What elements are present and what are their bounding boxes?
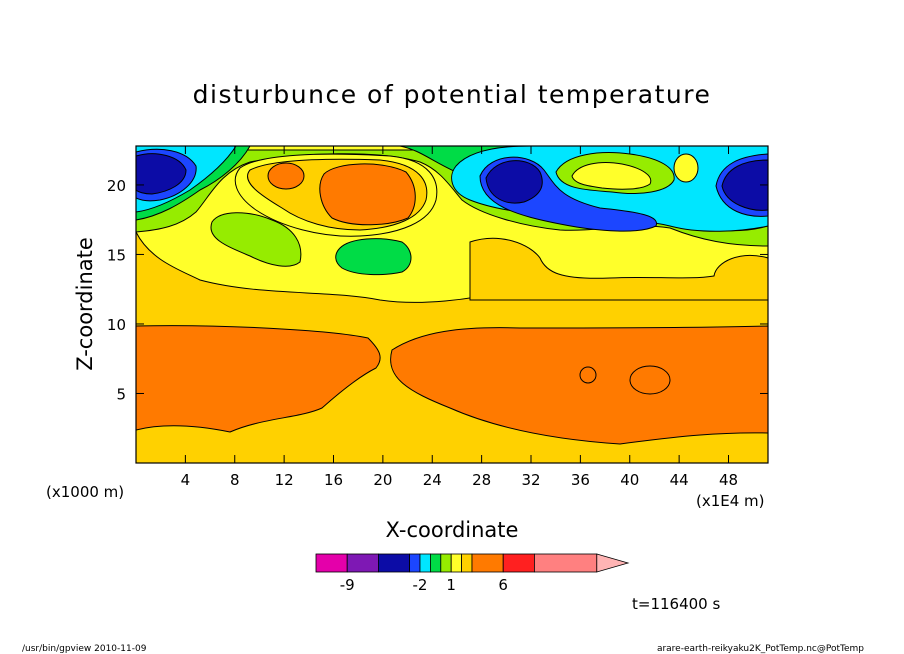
green-blob-center [335, 238, 412, 276]
colorbar: -9 -2 1 6 [315, 553, 630, 594]
colorbar-label: -2 [413, 576, 428, 594]
band-3-6-lower-right [390, 325, 768, 445]
x-tick-label: 16 [324, 471, 343, 489]
x-tick-label: 24 [423, 471, 442, 489]
band-2-3-intrusion [469, 237, 768, 301]
colorbar-bin [346, 553, 379, 573]
y-tick-label: 5 [116, 385, 126, 403]
navy-core-right [721, 159, 768, 211]
colorbar-label: 6 [498, 576, 508, 594]
x-tick-label: 20 [373, 471, 392, 489]
y-tick-label: 20 [107, 177, 126, 195]
colorbar-bin [450, 553, 463, 573]
green-blob-left [210, 212, 302, 267]
x-axis: 4 8 12 16 20 24 28 32 36 40 44 48 [181, 146, 738, 489]
x-tick-label: 40 [620, 471, 639, 489]
colorbar-bin [440, 553, 452, 573]
band-3-6-center [319, 163, 416, 226]
y-axis-label: Z-coordinate [73, 237, 97, 371]
colorbar-bin [596, 553, 630, 573]
colorbar-label: 1 [446, 576, 456, 594]
band-3-6-lower [136, 325, 381, 463]
y-tick-label: 10 [107, 316, 126, 334]
colorbar-label: -9 [340, 576, 355, 594]
x-axis-label: X-coordinate [386, 518, 519, 542]
x-tick-label: 32 [521, 471, 540, 489]
contour-plot-area [136, 146, 768, 463]
x-tick-label: 44 [670, 471, 689, 489]
x-unit-label: (x1E4 m) [696, 492, 765, 510]
colorbar-bin [534, 553, 598, 573]
chart-title: disturbunce of potential temperature [193, 80, 712, 109]
yellow-bubble-right [571, 162, 652, 190]
colorbar-bin [461, 553, 473, 573]
y-tick-label: 15 [107, 246, 126, 264]
x-tick-label: 12 [275, 471, 294, 489]
x-tick-label: 48 [719, 471, 738, 489]
x-tick-label: 4 [181, 471, 191, 489]
colorbar-bin [471, 553, 504, 573]
colorbar-bin [315, 553, 348, 573]
orange-blob-small-1 [579, 366, 597, 384]
footer-right: arare-earth-reikyaku2K_PotTemp.nc@PotTem… [657, 644, 864, 654]
footer-left: /usr/bin/gpview 2010-11-09 [22, 644, 147, 654]
y-axis: 5 10 15 20 [107, 177, 768, 403]
colorbar-bin [377, 553, 410, 573]
x-tick-label: 36 [571, 471, 590, 489]
colorbar-bin [429, 553, 442, 573]
time-label: t=116400 s [632, 595, 720, 613]
x-tick-label: 8 [230, 471, 240, 489]
colorbar-bin [409, 553, 421, 573]
colorbar-bin [502, 553, 535, 573]
navy-core-left [136, 153, 187, 195]
orange-blob-small-2 [629, 365, 671, 395]
x-tick-label: 28 [472, 471, 491, 489]
y-unit-label: (x1000 m) [46, 483, 124, 501]
plot-frame [135, 145, 769, 464]
orange-blob-left [267, 162, 305, 190]
colorbar-bin [419, 553, 431, 573]
navy-core-middle [485, 160, 543, 204]
yellow-bubble-right-small [673, 153, 699, 183]
